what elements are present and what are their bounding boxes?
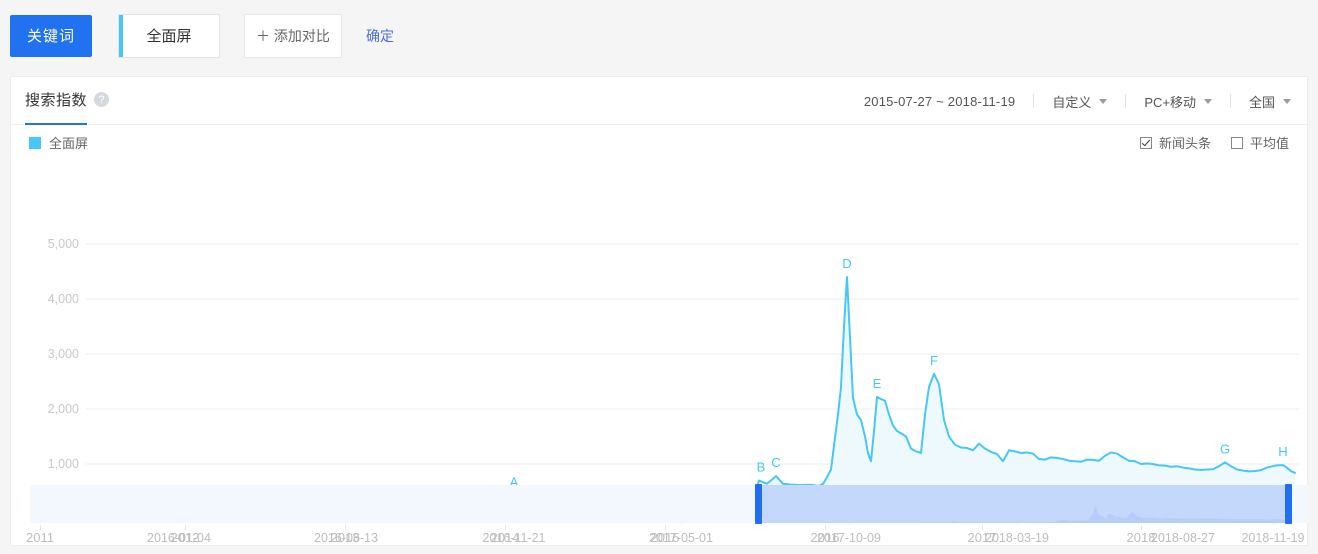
brush-track[interactable] xyxy=(30,485,1308,523)
divider xyxy=(1229,94,1231,108)
brush-tick xyxy=(1141,525,1142,530)
svg-text:2018-08-27: 2018-08-27 xyxy=(1151,531,1215,545)
svg-text:2017-10-09: 2017-10-09 xyxy=(817,531,881,545)
keyword-chip-label: 全面屏 xyxy=(146,28,192,45)
brush-year-axis: 2011 2012 2013 2014 2015 2016 2017 2018 xyxy=(10,525,1308,553)
brush-tick xyxy=(40,525,41,530)
brush-handle-right[interactable] xyxy=(1285,484,1292,524)
period-dropdown[interactable]: 自定义 xyxy=(1052,92,1108,111)
legend-row: 全面屏 新闻头条 平均值 xyxy=(11,125,1307,159)
brush-year-label: 2018 xyxy=(1126,530,1156,545)
svg-text:H: H xyxy=(1278,444,1287,459)
checkbox-news-label: 新闻头条 xyxy=(1158,136,1211,151)
svg-text:2018-03-19: 2018-03-19 xyxy=(985,531,1049,545)
tab-active-indicator xyxy=(25,123,87,125)
svg-text:2,000: 2,000 xyxy=(48,402,79,416)
legend-toggles: 新闻头条 平均值 xyxy=(1139,133,1289,152)
svg-text:D: D xyxy=(842,256,851,271)
keyword-button[interactable]: 关键词 xyxy=(10,14,92,57)
add-compare-button[interactable]: ＋ 添加对比 xyxy=(244,13,342,58)
legend-label: 全面屏 xyxy=(49,136,89,151)
brush-tick xyxy=(185,525,186,530)
timeline-brush[interactable]: 2011 2012 2013 2014 2015 2016 2017 2018 xyxy=(10,484,1308,554)
region-dropdown-label: 全国 xyxy=(1248,94,1275,110)
card-header: 搜索指数 ? 2015-07-27 ~ 2018-11-19 自定义 PC+移动 xyxy=(11,77,1307,125)
svg-text:2016-01-04: 2016-01-04 xyxy=(147,531,211,545)
svg-text:G: G xyxy=(1220,441,1230,456)
brush-tick xyxy=(982,525,983,530)
brush-handle-left[interactable] xyxy=(755,484,762,524)
brush-year-label: 2012 xyxy=(170,530,200,545)
svg-text:2018-11-19: 2018-11-19 xyxy=(1241,531,1304,545)
header-controls: 2015-07-27 ~ 2018-11-19 自定义 PC+移动 全国 xyxy=(864,77,1291,125)
keyword-chip-quanmianping[interactable]: 全面屏 xyxy=(118,13,220,58)
region-dropdown[interactable]: 全国 xyxy=(1249,92,1291,111)
svg-text:2017-05-01: 2017-05-01 xyxy=(649,531,713,545)
brush-selection[interactable] xyxy=(755,485,1285,523)
legend-item-quanmianping[interactable]: 全面屏 xyxy=(29,133,88,152)
checkbox-average[interactable]: 平均值 xyxy=(1230,133,1289,152)
legend-swatch xyxy=(29,136,41,149)
device-dropdown-label: PC+移动 xyxy=(1144,94,1196,110)
brush-year-label: 2015 xyxy=(650,530,680,545)
checkbox-box xyxy=(1139,136,1152,149)
brush-year-label: 2016 xyxy=(810,530,840,545)
svg-text:A: A xyxy=(510,474,519,489)
brush-year-label: 2014 xyxy=(490,530,520,545)
svg-text:C: C xyxy=(771,455,780,470)
brush-year-label: 2017 xyxy=(967,530,997,545)
brush-tick xyxy=(825,525,826,530)
brush-mini-chart xyxy=(755,505,1285,523)
svg-text:4,000: 4,000 xyxy=(48,292,79,306)
checkbox-news-headline[interactable]: 新闻头条 xyxy=(1139,133,1211,152)
date-range-label: 2015-07-27 ~ 2018-11-19 xyxy=(863,93,1016,109)
svg-text:3,000: 3,000 xyxy=(48,347,79,361)
brush-year-label: 2011 xyxy=(26,530,54,545)
svg-text:2016-06-13: 2016-06-13 xyxy=(314,531,378,545)
svg-text:1,000: 1,000 xyxy=(48,457,79,471)
svg-text:5,000: 5,000 xyxy=(48,237,79,251)
help-icon[interactable]: ? xyxy=(94,92,110,107)
chevron-down-icon xyxy=(1203,98,1212,104)
svg-text:E: E xyxy=(873,376,882,391)
brush-year-label: 2013 xyxy=(330,530,360,545)
period-dropdown-label: 自定义 xyxy=(1052,94,1092,110)
checkbox-average-label: 平均值 xyxy=(1249,136,1289,151)
svg-text:2016-11-21: 2016-11-21 xyxy=(482,531,545,545)
svg-text:B: B xyxy=(757,460,766,475)
page-title: 搜索指数 xyxy=(25,92,88,109)
series-color-stripe xyxy=(119,14,123,57)
top-toolbar: 关键词 全面屏 ＋ 添加对比 确定 xyxy=(0,0,1318,71)
chevron-down-icon xyxy=(1099,98,1108,104)
divider xyxy=(1033,94,1035,108)
brush-tick xyxy=(665,525,666,530)
checkbox-box xyxy=(1230,136,1243,149)
brush-tick xyxy=(345,525,346,530)
chevron-down-icon xyxy=(1283,98,1291,104)
svg-text:F: F xyxy=(930,353,938,368)
divider xyxy=(1125,94,1127,108)
search-index-card: 搜索指数 ? 2015-07-27 ~ 2018-11-19 自定义 PC+移动 xyxy=(10,76,1308,546)
device-dropdown[interactable]: PC+移动 xyxy=(1144,92,1212,111)
tab-search-index[interactable]: 搜索指数 ? xyxy=(25,89,110,110)
brush-tick xyxy=(505,525,506,530)
confirm-link[interactable]: 确定 xyxy=(366,27,394,44)
